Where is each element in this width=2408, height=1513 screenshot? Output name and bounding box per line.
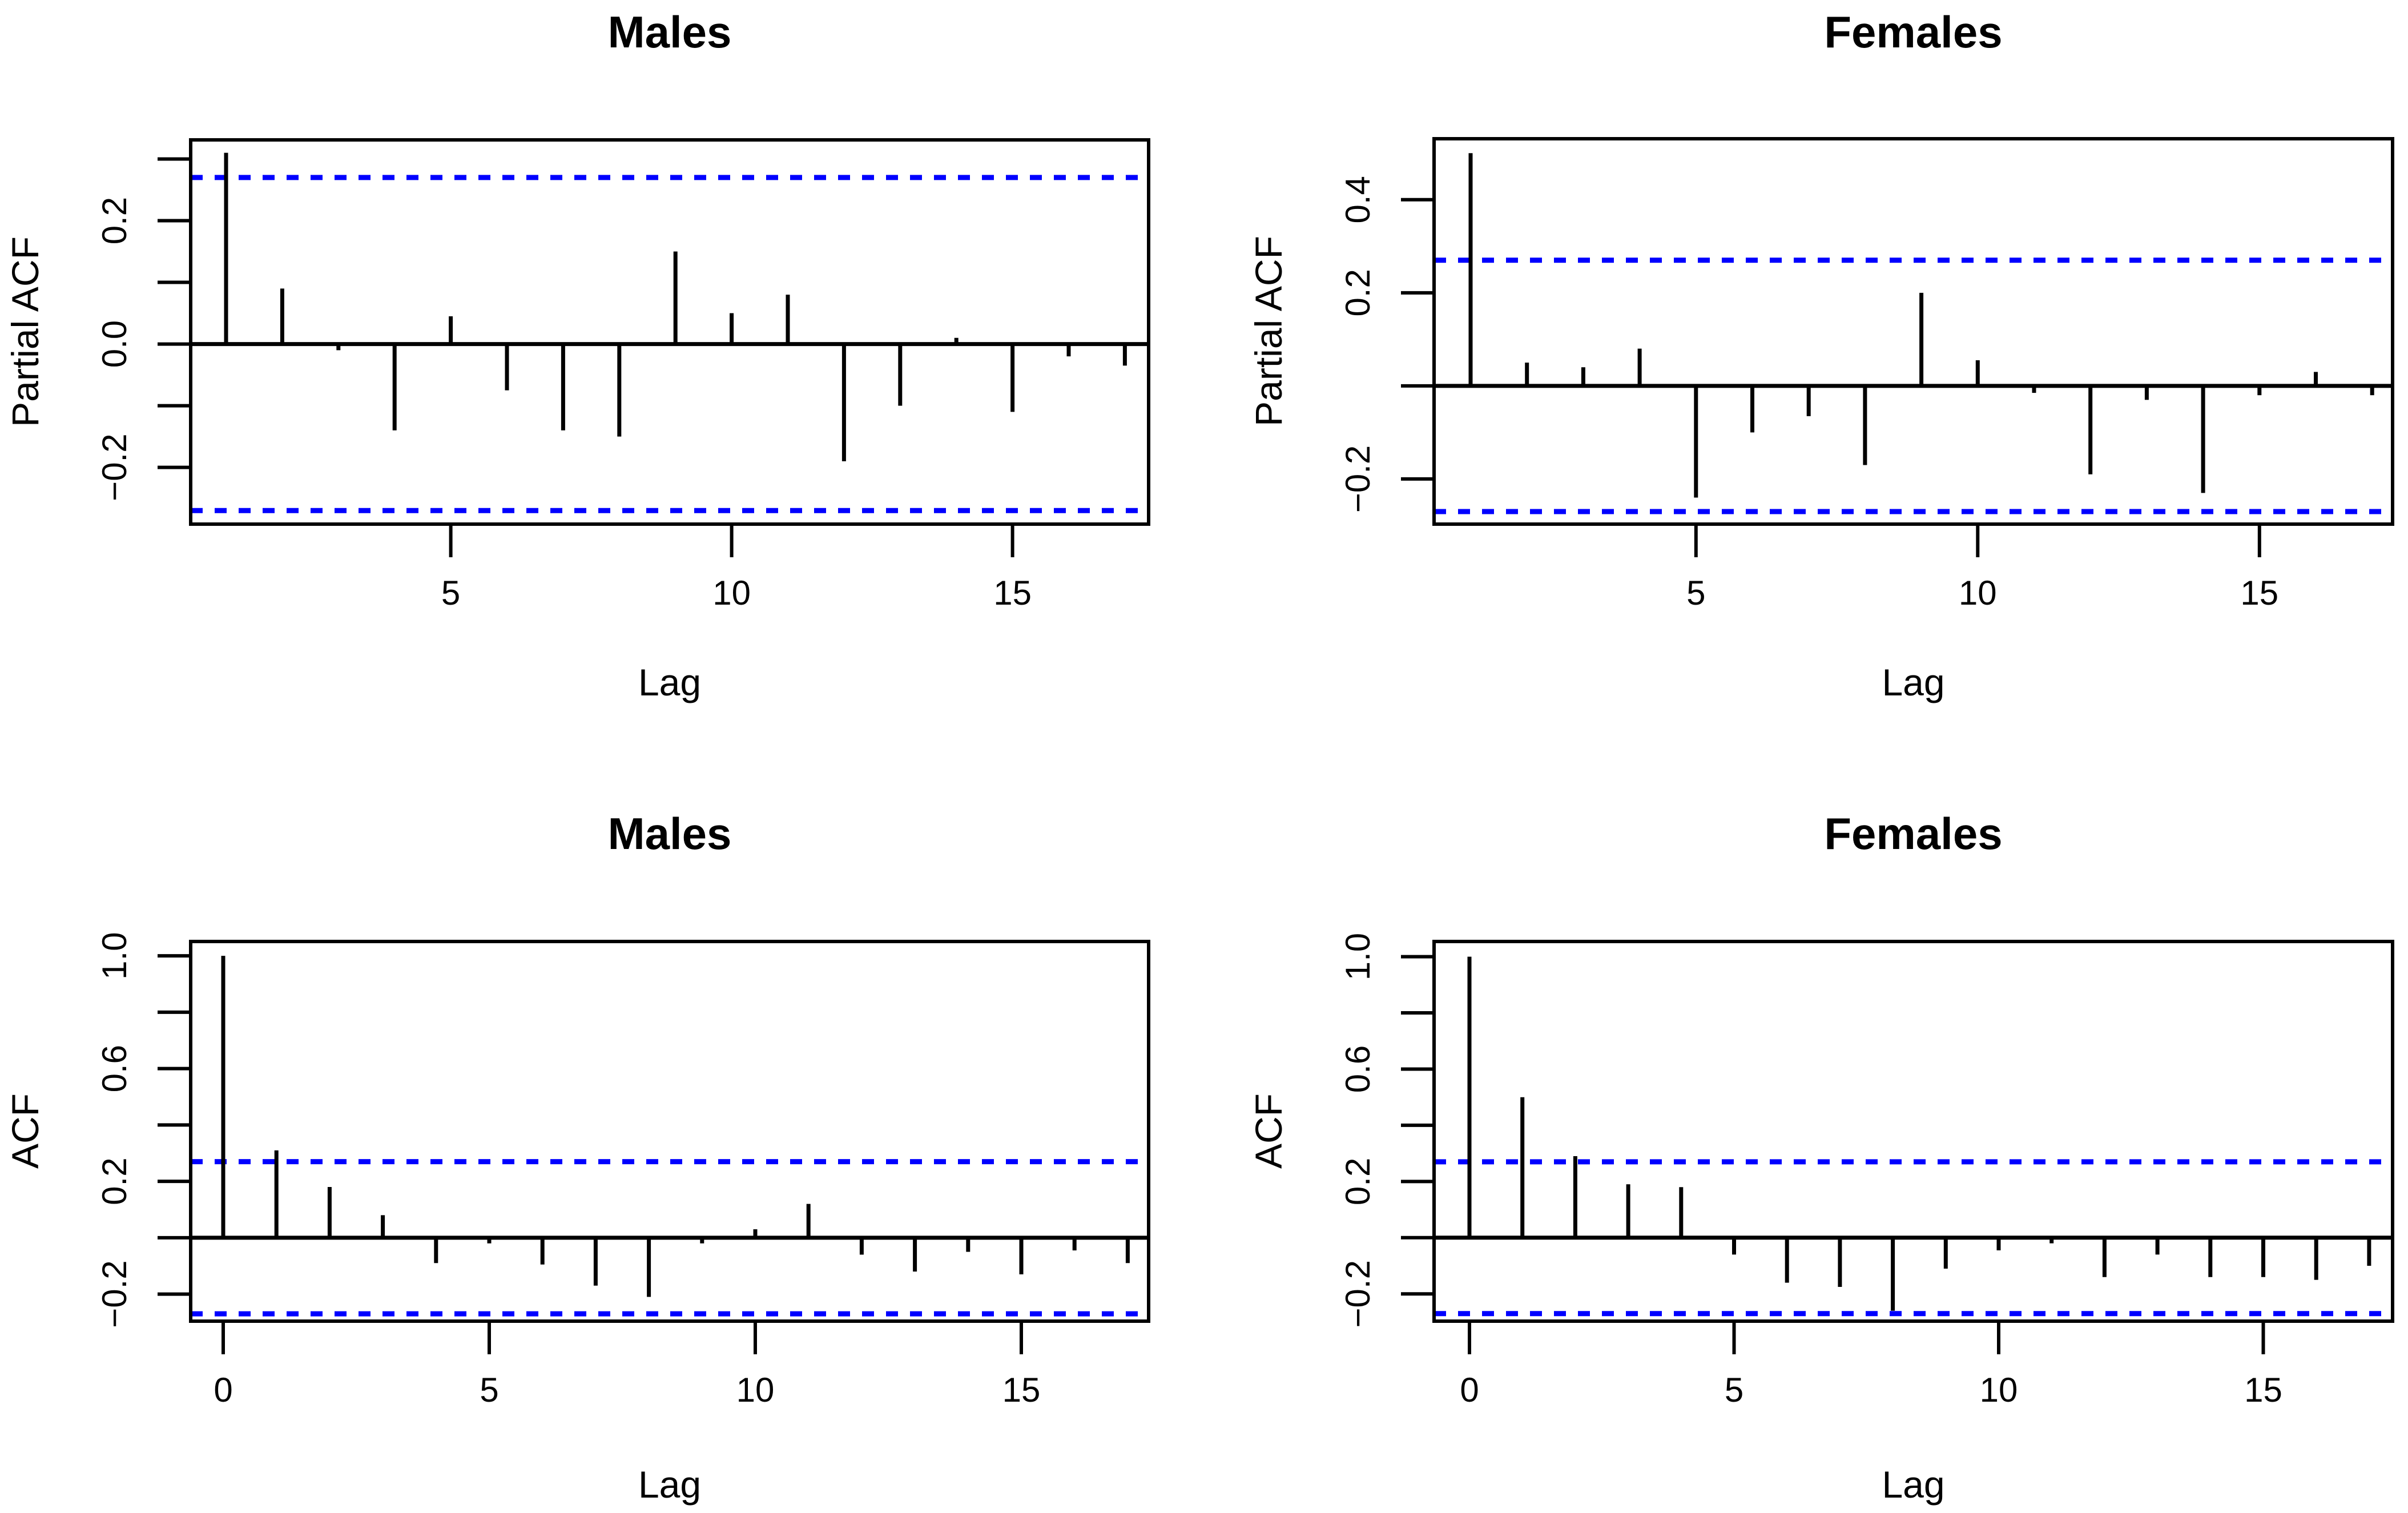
svg-text:10: 10	[1959, 574, 1997, 612]
svg-text:15: 15	[2244, 1371, 2282, 1409]
svg-text:0.2: 0.2	[95, 1157, 134, 1205]
svg-text:0.6: 0.6	[95, 1045, 134, 1092]
svg-text:0: 0	[1460, 1371, 1479, 1409]
svg-text:5: 5	[480, 1371, 498, 1409]
svg-text:0: 0	[214, 1371, 232, 1409]
males-pacf-plot-box	[189, 138, 1150, 526]
females-pacf-bars	[1468, 153, 2374, 498]
svg-text:0.6: 0.6	[1339, 1045, 1377, 1093]
females-acf-plot: 0 5 10 15 1.0 0.6 0.2 −0.2	[1339, 933, 2394, 1409]
females-pacf-plot: 5 10 15 0.4 0.2 −0.2	[1339, 137, 2394, 612]
y-axis-label-males-pacf: Partial ACF	[4, 236, 46, 427]
y-axis-label-females-pacf: Partial ACF	[1247, 236, 1290, 426]
males-acf-bars	[221, 956, 1130, 1297]
panel-title-males-acf: Males	[607, 808, 732, 859]
females-acf-plot-box	[1432, 940, 2394, 1323]
males-pacf-bars	[224, 152, 1127, 461]
males-acf-x-axis: 0 5 10 15	[214, 1321, 1040, 1409]
panel-title-females-acf: Females	[1824, 808, 2003, 859]
males-acf-plot-box	[189, 940, 1150, 1323]
svg-text:0.2: 0.2	[95, 197, 134, 244]
svg-text:15: 15	[993, 574, 1032, 612]
svg-text:10: 10	[1980, 1371, 2018, 1409]
panel-title-males-pacf: Males	[607, 7, 732, 57]
males-acf-plot: 0 5 10 15 1.0 0.6 0.2 −0.2	[95, 932, 1150, 1409]
females-acf-bars	[1467, 956, 2371, 1311]
males-pacf-plot: 5 10 15 0.2 0.0 −0.2	[95, 138, 1150, 612]
females-pacf-confidence-lines	[1434, 257, 2393, 514]
x-axis-label-males-pacf: Lag	[638, 661, 702, 703]
males-acf-confidence-lines	[191, 1159, 1149, 1317]
y-axis-label-males-acf: ACF	[4, 1093, 46, 1169]
svg-text:0.2: 0.2	[1339, 269, 1377, 316]
svg-text:−0.2: −0.2	[95, 1260, 134, 1327]
females-pacf-y-axis: 0.4 0.2 −0.2	[1339, 176, 1434, 513]
svg-text:1.0: 1.0	[95, 932, 134, 979]
x-axis-label-females-pacf: Lag	[1882, 661, 1945, 703]
svg-text:−0.2: −0.2	[1339, 445, 1377, 513]
svg-text:0.2: 0.2	[1339, 1158, 1377, 1205]
svg-text:−0.2: −0.2	[1339, 1260, 1377, 1327]
x-axis-label-males-acf: Lag	[638, 1463, 702, 1506]
females-acf-confidence-lines	[1434, 1159, 2393, 1317]
females-acf-y-axis: 1.0 0.6 0.2 −0.2	[1339, 933, 1434, 1327]
females-pacf-x-axis: 5 10 15	[1686, 524, 2278, 612]
svg-text:15: 15	[2240, 574, 2278, 612]
svg-text:0.4: 0.4	[1339, 176, 1377, 223]
svg-text:1.0: 1.0	[1339, 933, 1377, 980]
svg-text:10: 10	[712, 574, 751, 612]
x-axis-label-females-acf: Lag	[1882, 1463, 1945, 1506]
svg-text:−0.2: −0.2	[95, 433, 134, 501]
males-pacf-confidence-lines	[191, 175, 1149, 513]
females-pacf-plot-box	[1432, 137, 2394, 526]
svg-text:5: 5	[1725, 1371, 1743, 1409]
females-acf-x-axis: 0 5 10 15	[1460, 1321, 2282, 1409]
svg-text:5: 5	[441, 574, 460, 612]
panel-title-females-pacf: Females	[1824, 7, 2003, 57]
y-axis-label-females-acf: ACF	[1247, 1093, 1290, 1169]
males-pacf-y-axis: 0.2 0.0 −0.2	[95, 157, 191, 501]
males-acf-y-axis: 1.0 0.6 0.2 −0.2	[95, 932, 191, 1328]
svg-text:10: 10	[736, 1371, 775, 1409]
svg-text:0.0: 0.0	[95, 320, 134, 368]
svg-text:15: 15	[1002, 1371, 1041, 1409]
svg-text:5: 5	[1686, 574, 1705, 612]
males-pacf-x-axis: 5 10 15	[441, 524, 1032, 612]
